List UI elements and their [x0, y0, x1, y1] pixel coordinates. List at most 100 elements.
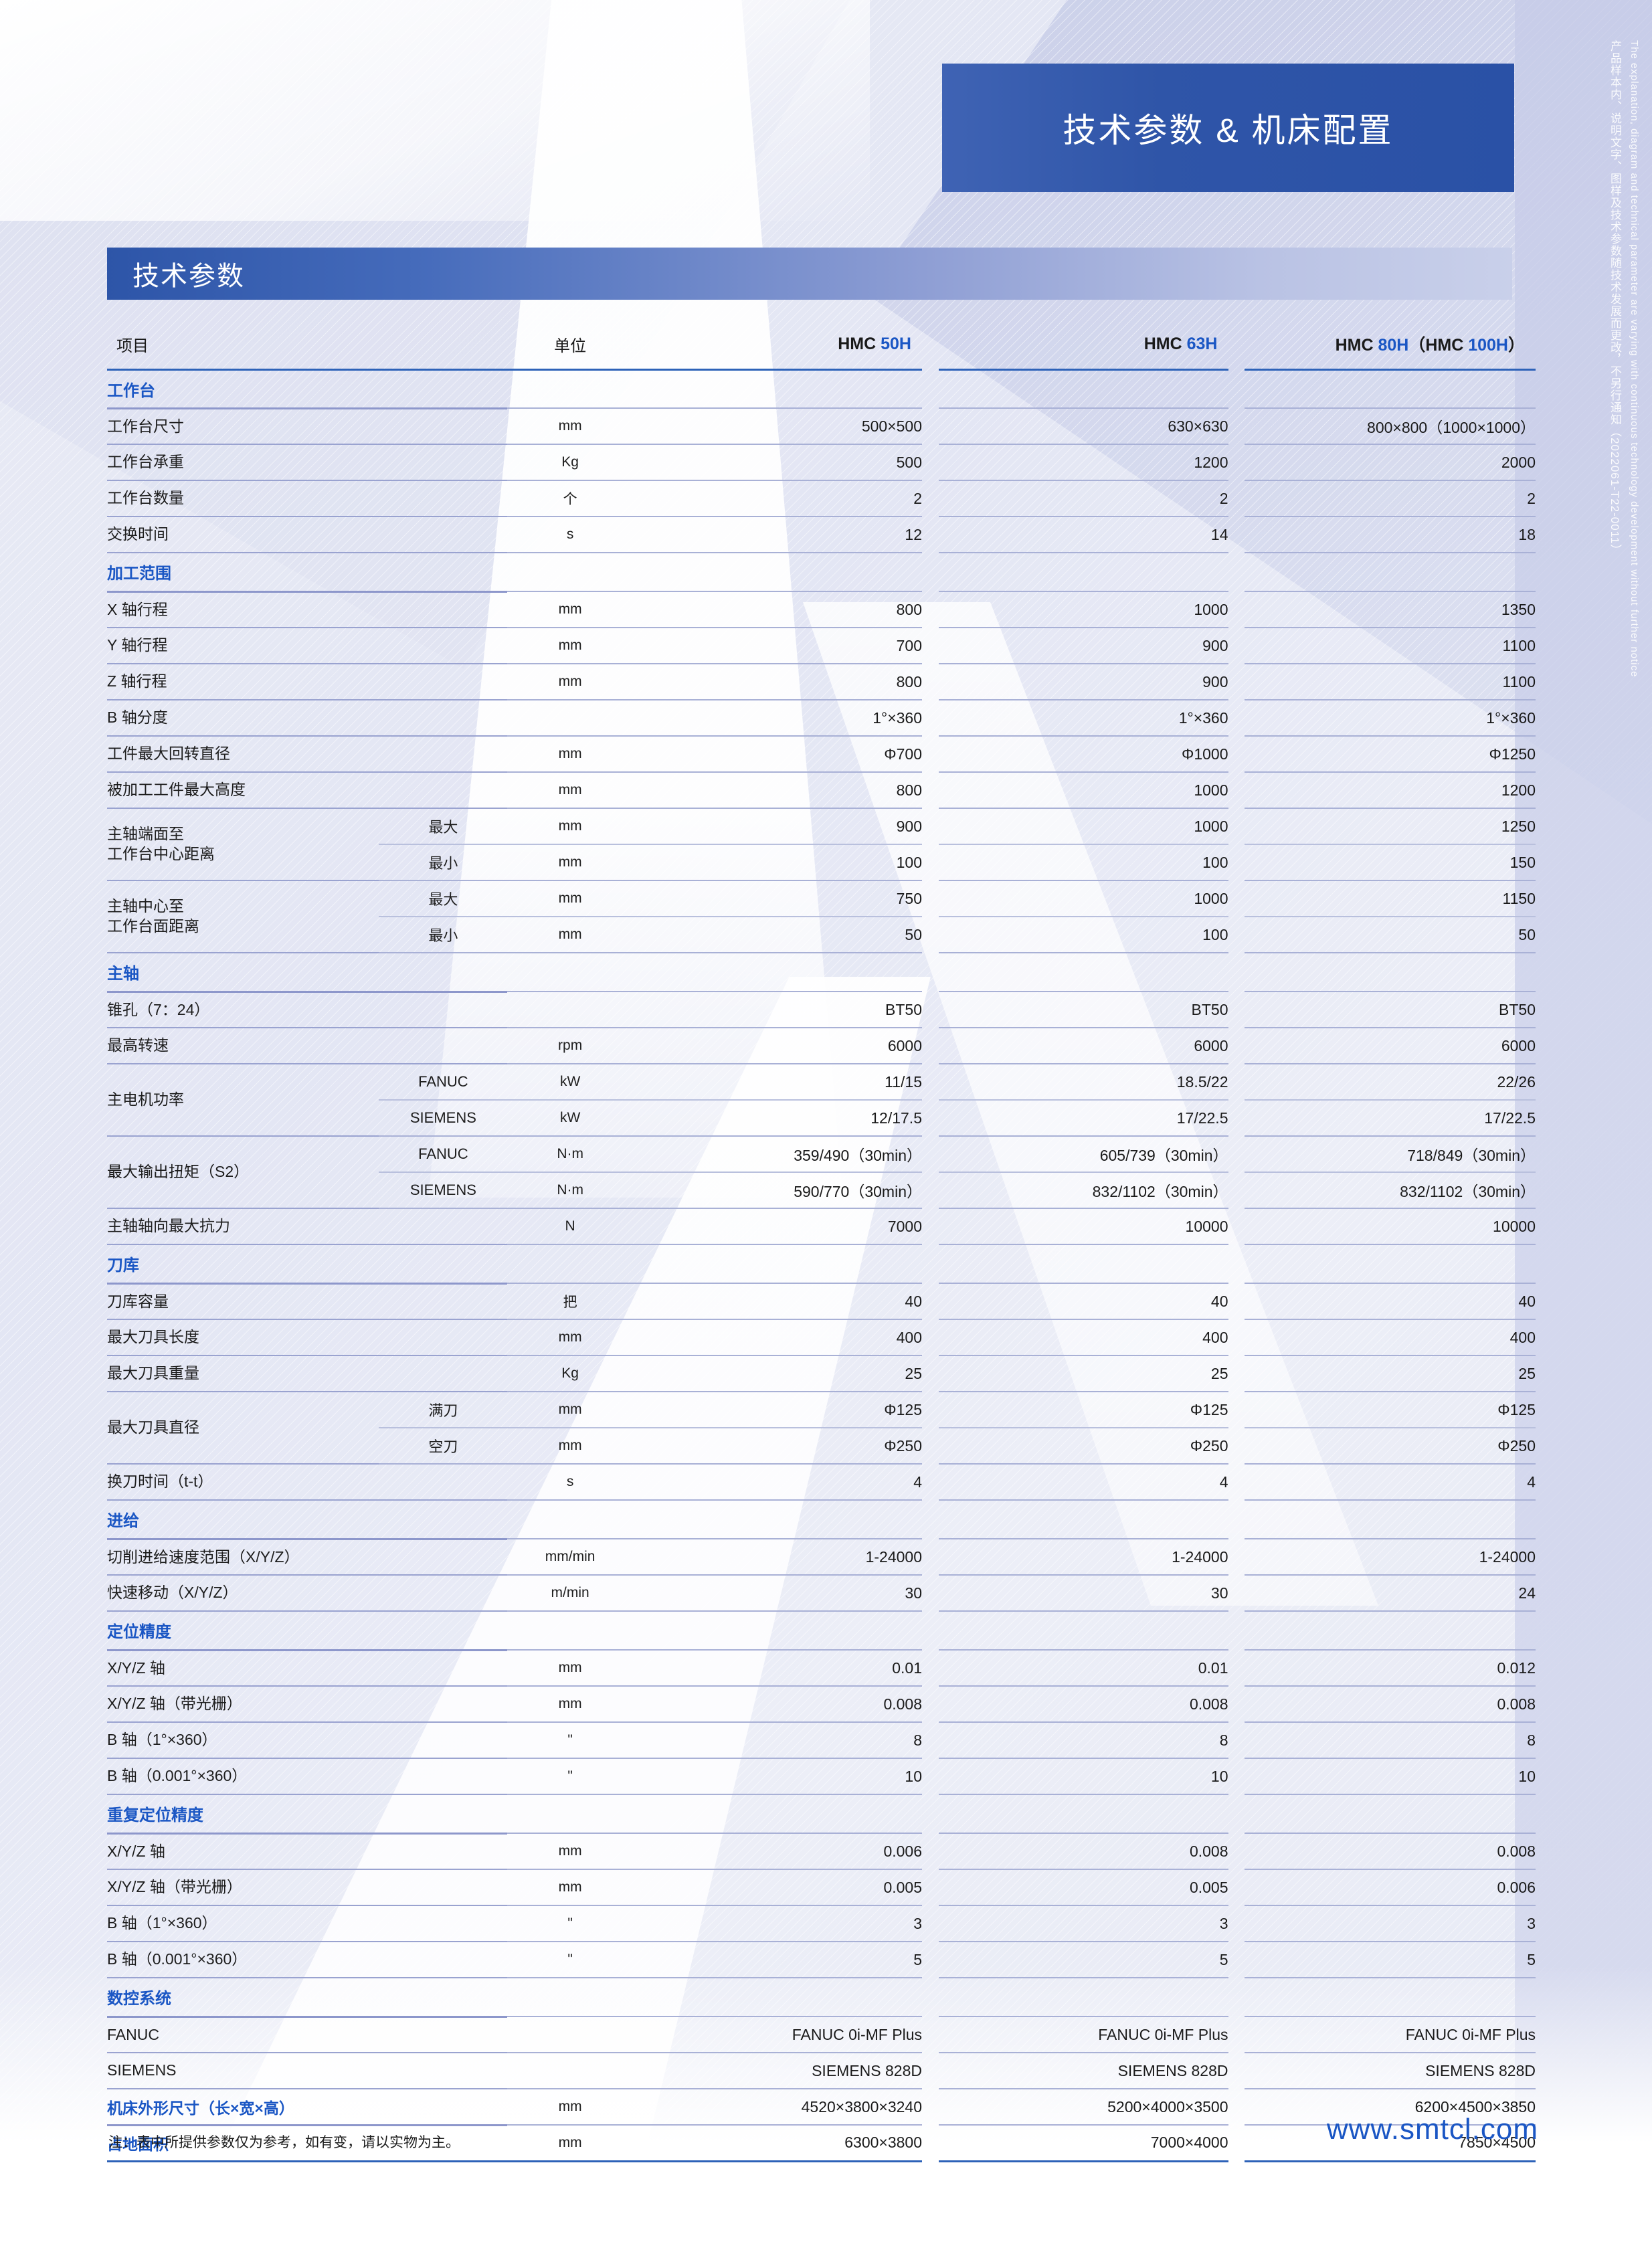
section-heading-bar: 技术参数	[107, 248, 1512, 300]
section-title-value-spacer-1	[938, 1500, 1228, 1539]
summary-row-value-0: 6300×3800	[632, 2125, 922, 2162]
row-value-0: 700	[632, 628, 922, 664]
row-value-1: 5	[938, 1942, 1228, 1978]
row-label: X/Y/Z 轴（带光栅）	[107, 1686, 508, 1723]
row-label: 主电机功率	[107, 1064, 379, 1137]
row-unit: mm	[507, 1428, 633, 1465]
row-unit: rpm	[507, 1028, 633, 1064]
section-title-value-spacer-0	[632, 553, 922, 592]
row-value-1: 1000	[938, 808, 1228, 845]
row-unit: mm	[507, 844, 633, 881]
column-gap	[922, 808, 939, 844]
row-value-2: 400	[1245, 1319, 1536, 1356]
column-header-model-1: HMC 63H	[938, 320, 1228, 371]
column-header-unit: 单位	[507, 320, 633, 371]
row-value-2: 22/26	[1245, 1064, 1536, 1101]
section-title-5: 定位精度	[107, 1611, 508, 1651]
row-sublabel: 最小	[379, 917, 508, 953]
column-gap	[922, 1758, 939, 1794]
row-value-2: 10	[1245, 1758, 1536, 1795]
spec-row: B 轴（0.001°×360） " 10 10 10	[107, 1758, 1536, 1795]
row-value-1: 17/22.5	[938, 1100, 1228, 1137]
section-title-7: 数控系统	[107, 1978, 508, 2018]
row-unit: mm	[507, 736, 633, 773]
row-value-0: 8	[632, 1722, 922, 1759]
column-gap	[1228, 953, 1245, 992]
column-gap	[922, 444, 939, 480]
column-gap	[1228, 1794, 1245, 1833]
column-gap	[922, 1942, 939, 1978]
row-unit: m/min	[507, 1575, 633, 1612]
section-title-value-spacer-2	[1245, 369, 1536, 409]
row-label: FANUC	[107, 2016, 508, 2053]
row-unit: "	[507, 1722, 633, 1759]
row-value-0: 0.006	[632, 1833, 922, 1870]
spec-row: 工作台尺寸 mm 500×500 630×630 800×800（1000×1000）	[107, 408, 1536, 445]
row-sublabel: 满刀	[379, 1392, 508, 1428]
column-gap	[922, 1575, 939, 1611]
row-value-2: 3	[1245, 1905, 1536, 1942]
column-gap	[922, 408, 939, 444]
row-value-0: Φ250	[632, 1428, 922, 1465]
row-value-1: 400	[938, 1319, 1228, 1356]
row-value-2: 1100	[1245, 664, 1536, 700]
row-sublabel: SIEMENS	[379, 1100, 508, 1137]
section-title-value-spacer-2	[1245, 1978, 1536, 2017]
column-gap	[1228, 1428, 1245, 1464]
page-title-banner: 技术参数 & 机床配置	[942, 64, 1514, 192]
row-unit: mm	[507, 772, 633, 809]
footer-url[interactable]: www.smtcl.com	[1326, 2113, 1538, 2146]
column-gap	[1228, 1319, 1245, 1355]
spec-row-merged: 最小 mm 100 100 150	[107, 844, 1536, 881]
column-gap	[1228, 1244, 1245, 1283]
row-unit: N·m	[507, 1172, 633, 1209]
row-unit: Kg	[507, 444, 633, 481]
column-gap	[1228, 408, 1245, 444]
row-label: 切削进给速度范围（X/Y/Z）	[107, 1539, 508, 1576]
section-title-unit-spacer	[507, 953, 633, 992]
row-value-0: 800	[632, 591, 922, 628]
row-value-2: 0.012	[1245, 1650, 1536, 1687]
row-value-1: 1000	[938, 880, 1228, 917]
column-gap	[922, 1539, 939, 1575]
section-title-unit-spacer	[507, 1794, 633, 1834]
row-unit	[507, 2016, 633, 2053]
row-value-1: 0.008	[938, 1833, 1228, 1870]
section-title-value-spacer-1	[938, 1978, 1228, 2017]
background-top-white	[0, 0, 870, 221]
section-title-3: 刀库	[107, 1244, 508, 1285]
row-value-2: BT50	[1245, 992, 1536, 1028]
spec-row-merged: SIEMENS N·m 590/770（30min） 832/1102（30min） 8…	[107, 1172, 1536, 1209]
row-label: 刀库容量	[107, 1283, 508, 1320]
spec-row-merged: 主轴端面至 工作台中心距离 最大 mm 900 1000 1250	[107, 808, 1536, 881]
row-label: 快速移动（X/Y/Z）	[107, 1575, 508, 1612]
spec-row: X/Y/Z 轴 mm 0.006 0.008 0.008	[107, 1833, 1536, 1870]
section-title-6: 重复定位精度	[107, 1794, 508, 1835]
row-unit: mm	[507, 1686, 633, 1723]
column-gap	[1228, 1833, 1245, 1869]
column-gap	[1228, 880, 1245, 917]
background-right-band	[1515, 0, 1652, 2252]
row-value-1: 900	[938, 628, 1228, 664]
column-gap	[1228, 628, 1245, 664]
column-gap	[1228, 917, 1245, 953]
row-value-2: 1250	[1245, 808, 1536, 845]
row-label: 最大刀具直径	[107, 1392, 379, 1465]
row-value-1: 10	[938, 1758, 1228, 1795]
section-title-value-spacer-1	[938, 1244, 1228, 1284]
row-value-0: 12	[632, 517, 922, 553]
section-title-value-spacer-0	[632, 369, 922, 409]
row-label: 工件最大回转直径	[107, 736, 508, 773]
row-value-2: 5	[1245, 1942, 1536, 1978]
row-value-0: 10	[632, 1758, 922, 1795]
row-value-1: 0.005	[938, 1869, 1228, 1906]
column-gap	[922, 517, 939, 553]
row-unit: mm	[507, 1833, 633, 1870]
row-sublabel: 最大	[379, 808, 508, 845]
spec-row: 主轴轴向最大抗力 N 7000 10000 10000	[107, 1208, 1536, 1245]
section-title-value-spacer-1	[938, 953, 1228, 992]
row-unit: mm	[507, 591, 633, 628]
summary-row-value-2: 6200×4500×3850	[1245, 2089, 1536, 2126]
spec-row: 工作台数量个 2 2 2	[107, 480, 1536, 517]
row-value-0: 6000	[632, 1028, 922, 1064]
